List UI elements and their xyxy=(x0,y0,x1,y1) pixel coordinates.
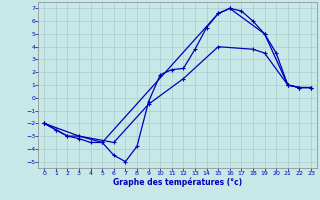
X-axis label: Graphe des températures (°c): Graphe des températures (°c) xyxy=(113,177,242,187)
